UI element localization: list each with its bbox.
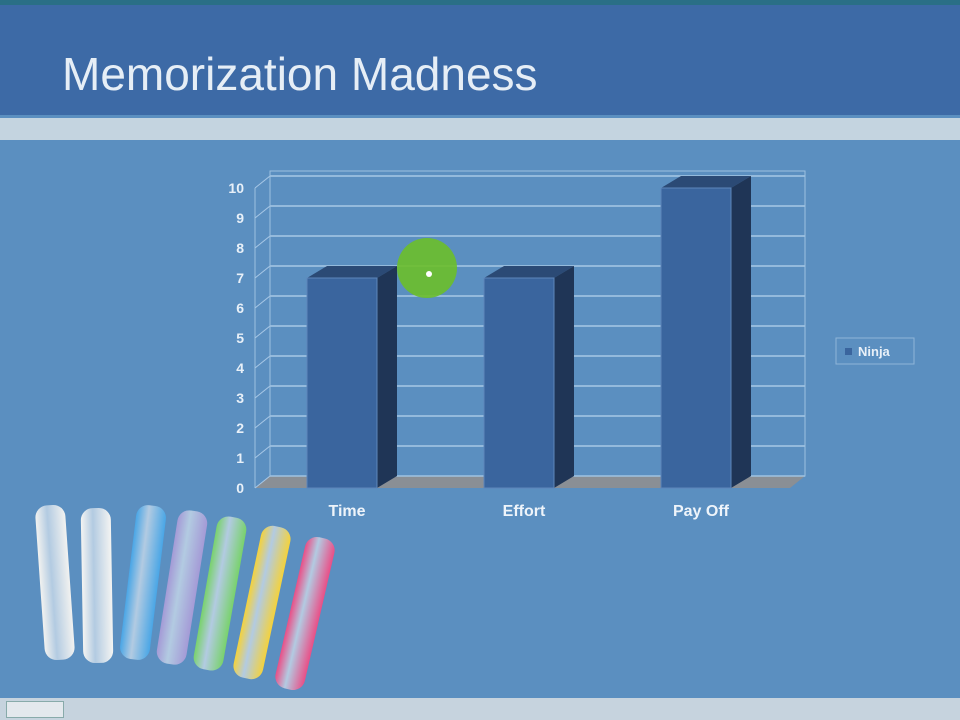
bar-pay-off: [660, 187, 732, 489]
y-tick-label: 4: [236, 360, 244, 376]
bar-top: [307, 266, 397, 278]
gridline-side: [254, 235, 271, 249]
y-tick-label: 8: [236, 240, 244, 256]
bar-effort: [483, 277, 555, 489]
slide-title: Memorization Madness: [62, 48, 538, 100]
divider-strip: [0, 118, 960, 140]
legend-label: Ninja: [858, 344, 891, 359]
bottom-bar: [0, 698, 960, 720]
cursor-dot: [426, 271, 432, 277]
slide-nav-button[interactable]: [6, 701, 64, 718]
y-tick-label: 7: [236, 270, 244, 286]
legend-box: [835, 337, 915, 365]
y-tick-label: 10: [228, 180, 244, 196]
y-tick-label: 3: [236, 390, 244, 406]
gridline-side: [254, 205, 271, 219]
gridline-side: [254, 475, 271, 489]
gridline-side: [254, 325, 271, 339]
x-tick-label: Effort: [503, 503, 546, 520]
gridline-side: [254, 385, 271, 399]
bar-side: [377, 266, 397, 488]
gridline-side: [254, 355, 271, 369]
bar-side: [731, 176, 751, 488]
gridline-side: [254, 445, 271, 459]
y-tick-label: 6: [236, 300, 244, 316]
title-bar: Memorization Madness: [0, 5, 960, 115]
top-stripe: [0, 0, 960, 5]
bar-top: [484, 266, 574, 278]
chalk-stick: [80, 507, 114, 664]
y-tick-label: 9: [236, 210, 244, 226]
cursor-highlight: [397, 238, 457, 298]
y-tick-label: 5: [236, 330, 244, 346]
bar-side: [554, 266, 574, 488]
x-tick-label: Pay Off: [673, 503, 730, 520]
gridline-side: [254, 175, 271, 189]
gridline-side: [254, 265, 271, 279]
bar-time: [306, 277, 378, 489]
y-tick-label: 0: [236, 480, 244, 496]
y-tick-label: 2: [236, 420, 244, 436]
gridline-side: [254, 415, 271, 429]
gridline-side: [254, 295, 271, 309]
bar-top: [661, 176, 751, 188]
legend-swatch: [845, 348, 852, 355]
y-tick-label: 1: [236, 450, 244, 466]
x-tick-label: Time: [328, 503, 365, 520]
